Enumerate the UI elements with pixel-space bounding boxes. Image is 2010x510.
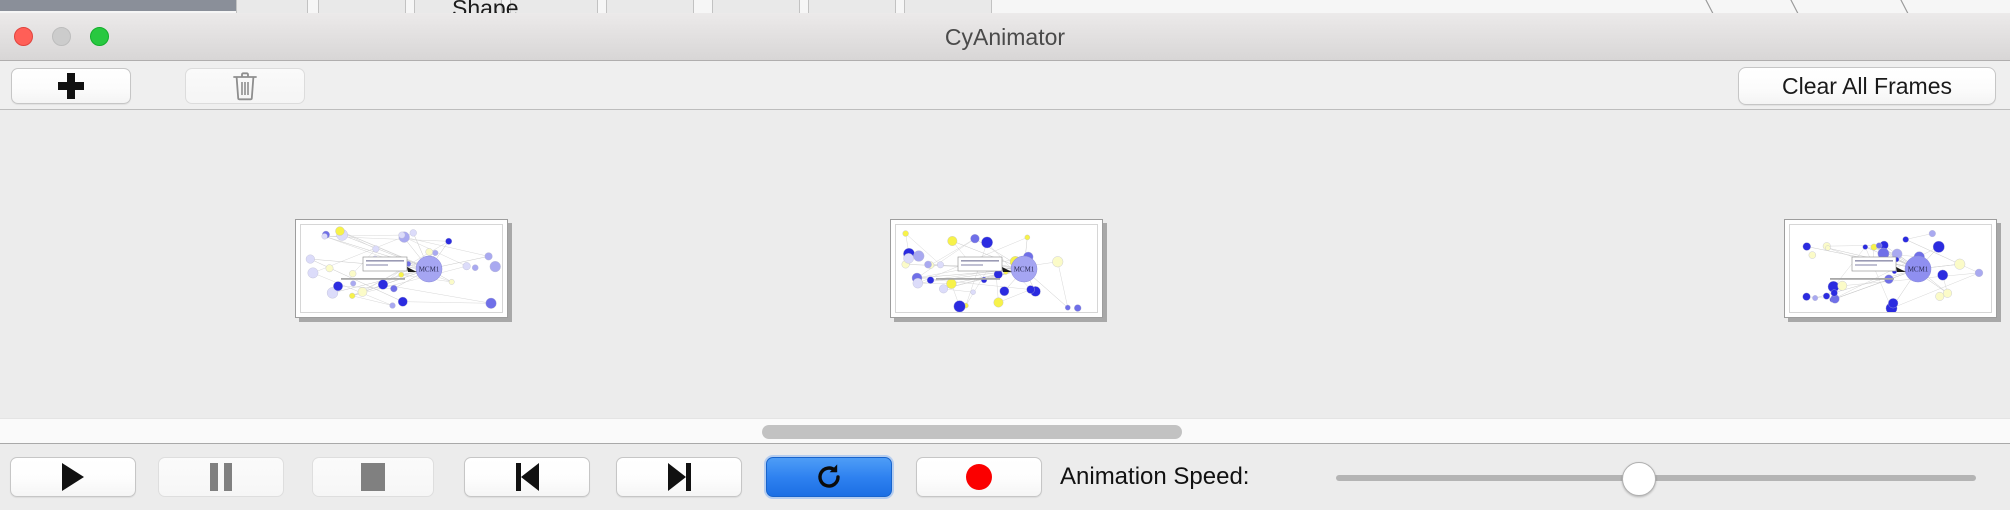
background-tab	[712, 0, 800, 13]
background-window-label: Shape	[452, 0, 519, 14]
scrollbar-thumb[interactable]	[762, 425, 1182, 439]
loop-icon	[818, 464, 840, 488]
record-button[interactable]	[916, 457, 1042, 497]
background-tab	[606, 0, 694, 13]
timeline-frame[interactable]: MCM1	[295, 219, 508, 318]
background-window-strip: Shape ╲ ╲ ╲	[0, 0, 2010, 14]
svg-text:MCM1: MCM1	[1908, 266, 1929, 274]
animation-speed-slider[interactable]	[1336, 475, 1976, 481]
chevron-icon: ╲	[1705, 0, 1715, 14]
timeline-scrollbar[interactable]	[0, 418, 2010, 444]
background-tab	[904, 0, 992, 13]
window-title: CyAnimator	[944, 24, 1066, 50]
stop-icon	[361, 463, 385, 491]
clear-all-frames-label: Clear All Frames	[1782, 72, 1952, 99]
minimize-button[interactable]	[52, 27, 71, 46]
loop-button[interactable]	[766, 457, 892, 497]
toolbar: Clear All Frames	[0, 61, 2010, 110]
background-tab	[236, 0, 308, 13]
background-tab	[808, 0, 896, 13]
network-graph-icon: MCM1	[305, 226, 501, 309]
maximize-button[interactable]	[90, 27, 109, 46]
skip-back-icon	[515, 463, 539, 491]
background-tab	[318, 0, 406, 13]
pause-icon	[210, 463, 232, 491]
network-graph-icon: MCM1	[1802, 230, 1984, 312]
play-icon	[62, 463, 84, 491]
svg-text:MCM1: MCM1	[419, 266, 440, 274]
clear-all-frames-button[interactable]: Clear All Frames	[1738, 67, 1996, 105]
title-bar: CyAnimator	[0, 13, 2010, 61]
stop-button[interactable]	[312, 457, 434, 497]
timeline-frame[interactable]: MCM1	[890, 219, 1103, 318]
frame-thumbnail: MCM1	[895, 224, 1098, 313]
add-frame-button[interactable]	[11, 68, 131, 104]
animation-speed-label: Animation Speed:	[1060, 463, 1250, 490]
trash-icon	[233, 72, 257, 101]
plus-icon	[58, 73, 84, 99]
chevron-icon: ╲	[1900, 0, 1910, 14]
delete-frame-button[interactable]	[185, 68, 305, 104]
timeline-frame[interactable]: MCM1	[1784, 219, 1997, 318]
background-tab	[414, 0, 502, 13]
close-button[interactable]	[14, 27, 33, 46]
chevron-icon: ╲	[1790, 0, 1800, 14]
pause-button[interactable]	[158, 457, 284, 497]
play-button[interactable]	[10, 457, 136, 497]
playback-bar: Animation Speed:	[0, 445, 2010, 510]
skip-forward-icon	[667, 463, 691, 491]
skip-to-start-button[interactable]	[464, 457, 590, 497]
background-window-toolbar	[0, 0, 236, 11]
network-graph-icon: MCM1	[901, 230, 1082, 312]
frame-thumbnail: MCM1	[300, 224, 503, 313]
animation-speed-slider-knob[interactable]	[1622, 462, 1656, 496]
background-tab	[510, 0, 598, 13]
frame-thumbnail: MCM1	[1789, 224, 1992, 313]
skip-to-end-button[interactable]	[616, 457, 742, 497]
svg-text:MCM1: MCM1	[1014, 266, 1035, 274]
record-icon	[966, 464, 992, 490]
